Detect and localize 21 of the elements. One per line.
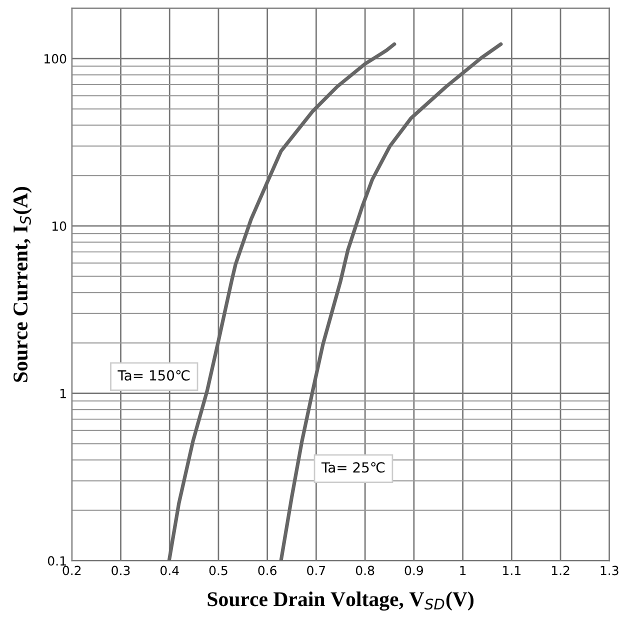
y-axis-title: Source Current, I$_{S}$(A) bbox=[12, 186, 32, 382]
y-tick-label: 1 bbox=[60, 388, 66, 398]
x-tick-label: 1 bbox=[460, 566, 466, 576]
x-tick-label: 0.6 bbox=[258, 566, 276, 576]
series-label: Ta= 25℃ bbox=[321, 462, 385, 473]
line-series bbox=[279, 42, 503, 561]
x-tick-label: 0.7 bbox=[307, 566, 326, 576]
x-tick-label: 0.3 bbox=[112, 566, 130, 576]
x-tick-label: 1.3 bbox=[600, 566, 618, 576]
x-tick-label: 0.4 bbox=[160, 566, 179, 576]
y-tick-label: 100 bbox=[44, 54, 66, 64]
x-tick-label: 0.9 bbox=[404, 566, 423, 576]
x-tick-label: 1.2 bbox=[552, 566, 570, 576]
series-label: Ta= 150℃ bbox=[118, 370, 190, 381]
y-tick-label: 10 bbox=[52, 221, 66, 231]
x-tick-label: 0.5 bbox=[209, 566, 228, 576]
x-tick-label: 0.8 bbox=[356, 566, 374, 576]
x-tick-label: 1.1 bbox=[503, 566, 520, 576]
y-tick-label: 0.1 bbox=[48, 556, 66, 566]
x-axis-title: Source Drain Voltage, V$_{SD}$(V) bbox=[208, 592, 474, 611]
x-tick-label: 0.2 bbox=[62, 566, 81, 576]
